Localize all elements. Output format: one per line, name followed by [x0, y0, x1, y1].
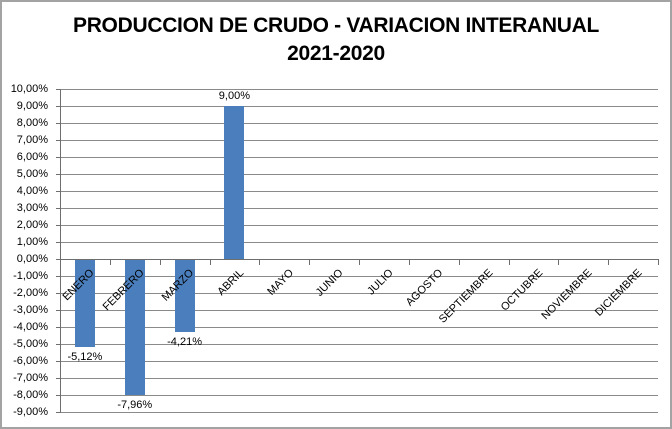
y-axis-tick	[56, 191, 60, 192]
y-axis-tick-label: 1,00%	[16, 236, 48, 248]
y-axis-tick-label: 5,00%	[16, 168, 48, 180]
y-axis-tick-label: -9,00%	[13, 406, 48, 418]
data-label-febrero: -7,96%	[117, 399, 153, 412]
gridline	[60, 344, 658, 345]
y-axis-tick	[56, 157, 60, 158]
y-axis-tick	[56, 89, 60, 90]
y-axis-line	[60, 89, 61, 413]
gridline	[60, 140, 658, 141]
x-axis-tick	[459, 259, 460, 265]
x-axis-tick	[309, 259, 310, 265]
data-label-marzo: -4,21%	[167, 335, 202, 348]
y-axis-tick-label: -7,00%	[13, 372, 48, 384]
bar-marzo	[174, 260, 195, 332]
bar-febrero	[124, 260, 145, 396]
x-axis-tick	[608, 259, 609, 265]
gridline	[60, 378, 658, 379]
y-axis-tick-label: -3,00%	[13, 304, 48, 316]
x-axis-tick	[110, 259, 111, 265]
x-axis-tick	[259, 259, 260, 265]
gridline	[60, 361, 658, 362]
y-axis-tick	[56, 242, 60, 243]
x-axis-category-label-octubre: OCTUBRE	[498, 267, 545, 314]
y-axis-tick-label: 6,00%	[16, 151, 48, 163]
chart-subtitle: 2021-2020	[287, 42, 385, 65]
y-axis-tick	[56, 378, 60, 379]
x-axis-tick	[558, 259, 559, 265]
gridline	[60, 225, 658, 226]
y-axis-tick	[56, 276, 60, 277]
x-axis-category-label-junio: JUNIO	[313, 267, 346, 299]
x-axis-category-label-agosto: AGOSTO	[403, 267, 446, 309]
gridline	[60, 191, 658, 192]
y-axis-tick	[56, 412, 60, 413]
x-axis-tick	[409, 259, 410, 265]
gridline	[60, 174, 658, 175]
y-axis-tick-label: -2,00%	[13, 287, 48, 299]
gridline	[60, 157, 658, 158]
gridline	[60, 123, 658, 124]
y-axis-tick-label: -5,00%	[13, 338, 48, 350]
y-axis-tick	[56, 259, 60, 260]
data-label-abril: 9,00%	[218, 90, 250, 102]
bar-enero	[74, 260, 95, 348]
y-axis-tick	[56, 106, 60, 107]
y-axis-tick-label: 7,00%	[16, 134, 48, 146]
y-axis-tick-label: 0,00%	[16, 253, 48, 265]
bar-abril	[224, 106, 245, 259]
y-axis-tick-label: 8,00%	[16, 117, 48, 129]
y-axis-tick	[56, 361, 60, 362]
y-axis-tick-label: -1,00%	[13, 270, 48, 282]
chart-title-block: PRODUCCION DE CRUDO - VARIACION INTERANU…	[2, 12, 670, 68]
x-axis-tick	[658, 259, 659, 265]
gridline	[60, 276, 658, 277]
y-axis-tick-label: 2,00%	[16, 219, 48, 231]
gridline	[60, 412, 658, 413]
gridline	[60, 89, 658, 90]
y-axis-tick-label: -8,00%	[13, 389, 48, 401]
gridline	[60, 106, 658, 107]
x-axis-tick	[359, 259, 360, 265]
y-axis-tick	[56, 293, 60, 294]
y-axis-tick	[56, 225, 60, 226]
data-label-enero: -5,12%	[67, 351, 103, 364]
y-axis-tick-label: 4,00%	[16, 185, 48, 197]
y-axis-tick	[56, 140, 60, 141]
y-axis-tick	[56, 174, 60, 175]
y-axis-tick-label: -6,00%	[13, 355, 48, 367]
y-axis-tick	[56, 310, 60, 311]
x-axis-tick	[509, 259, 510, 265]
y-axis-tick-label: 3,00%	[16, 202, 48, 214]
y-axis-tick	[56, 327, 60, 328]
gridline	[60, 242, 658, 243]
x-axis-tick	[210, 259, 211, 265]
gridline	[60, 208, 658, 209]
y-axis-tick-label: -4,00%	[13, 321, 48, 333]
y-axis-tick-label: 10,00%	[10, 83, 48, 95]
gridline	[60, 395, 658, 396]
y-axis-tick-label: 9,00%	[16, 100, 48, 112]
y-axis-tick	[56, 123, 60, 124]
y-axis-tick	[56, 344, 60, 345]
chart-title: PRODUCCION DE CRUDO - VARIACION INTERANU…	[72, 14, 599, 37]
y-axis-tick	[56, 208, 60, 209]
x-axis-tick	[160, 259, 161, 265]
y-axis-tick	[56, 395, 60, 396]
gridline	[60, 293, 658, 294]
x-axis-tick	[60, 259, 61, 265]
gridline	[60, 327, 658, 328]
gridline	[60, 310, 658, 311]
